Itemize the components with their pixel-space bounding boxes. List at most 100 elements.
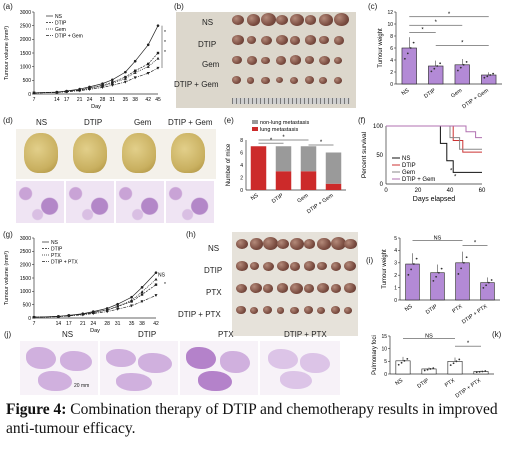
data-point: [133, 76, 137, 80]
x-tick-label: 42: [153, 321, 159, 327]
data-point: [56, 315, 60, 319]
survival-curve: [386, 125, 482, 150]
survival-curve: [386, 125, 482, 153]
tumour-specimen: [236, 239, 248, 250]
tumour-specimen: [290, 13, 305, 27]
tumour-specimen: [246, 77, 255, 84]
x-tick-label: 21: [77, 97, 83, 103]
y-tick-label: 1500: [20, 276, 31, 282]
x-tick-label: DTIP + PTX: [461, 304, 489, 326]
data-point: [130, 295, 133, 299]
y-tick-label: 500: [23, 78, 32, 84]
data-point: [133, 69, 137, 72]
histology-row: [16, 181, 216, 223]
x-tick-label: 35: [129, 321, 135, 327]
y-tick-label: 2: [240, 175, 243, 181]
tumour-specimen: [236, 283, 247, 293]
bar-lung-metastasis: [325, 183, 342, 190]
tumour-specimen: [319, 55, 330, 65]
panel-c: (c) 0 2 4 6 8 10 12 Tumour weight NS DTIP Gem DTIP …: [360, 0, 509, 112]
data-point: [123, 80, 127, 84]
x-tick-label: 7: [33, 97, 36, 103]
data-point: [133, 71, 137, 74]
y-tick-label: 0: [28, 316, 31, 322]
data-point: [457, 273, 460, 275]
bar: [430, 272, 445, 301]
panel-j: (j) NS DTIP PTX DTIP + PTX 20 mm: [0, 330, 350, 396]
panel-g-label: (g): [3, 230, 13, 239]
y-tick-label: 6: [390, 46, 393, 52]
legend-label: DTIP + Gem: [55, 33, 83, 39]
data-point: [32, 91, 36, 95]
tumour-specimen: [290, 55, 302, 65]
tumour-specimen: [275, 14, 289, 26]
legend-label: NS: [55, 14, 63, 20]
y-tick-label: 0: [390, 82, 393, 88]
panel-f: (f) 0 50 100 0 20 40 60 Days elapsed Percent sur…: [356, 114, 509, 226]
data-point: [462, 261, 465, 264]
data-point: [415, 257, 418, 260]
series-line: [33, 279, 157, 318]
data-point: [146, 72, 150, 75]
x-tick-label: 38: [132, 97, 138, 103]
data-point: [146, 43, 150, 47]
tumour-specimen: [304, 35, 317, 46]
x-tick-label: 31: [115, 321, 121, 327]
data-point: [426, 368, 429, 371]
x-tick-label: NS: [394, 378, 404, 387]
panel-g-chart: 0 500 1000 1500 2000 2500 3000 7 14 17 21 24 28 31 35 3…: [4, 236, 166, 334]
tumour-specimen: [317, 282, 330, 294]
significance-mark: *: [467, 341, 470, 347]
b-group-label: DTIP + Gem: [174, 80, 219, 89]
y-tick-label: 0: [394, 298, 397, 304]
data-point: [456, 69, 459, 72]
data-point: [130, 304, 134, 308]
caption-text: Combination therapy of DTIP and chemothe…: [6, 401, 498, 437]
data-point: [482, 286, 485, 289]
data-point: [462, 63, 465, 66]
he-section: [260, 341, 340, 395]
data-point: [154, 277, 158, 281]
y-tick-label: 6: [240, 150, 243, 156]
data-point: [101, 86, 105, 90]
legend-label: Gem: [402, 170, 415, 176]
he-section: [180, 341, 258, 395]
data-point: [439, 62, 442, 65]
x-tick-label: DTIP + Gem: [306, 192, 335, 215]
tumour-specimen: [330, 261, 342, 271]
data-point: [140, 290, 144, 294]
j-group-label: PTX: [218, 330, 234, 339]
data-point: [67, 314, 71, 318]
x-tick-label: 17: [64, 97, 70, 103]
data-point: [452, 362, 455, 365]
h-group-label: NS: [208, 244, 220, 253]
y-tick-label: 2500: [20, 23, 31, 29]
panel-i: (i) 0 1 2 3 4 5 Tumour weight NS DTIP PTX DTIP + P…: [362, 228, 509, 338]
x-tick-label: PTX: [444, 378, 456, 389]
tumour-specimen: [333, 13, 349, 27]
histology-image: [66, 181, 114, 223]
tumour-specimen: [275, 34, 288, 46]
y-tick-label: 500: [23, 302, 32, 308]
panel-b-label: (b): [174, 2, 184, 11]
bar: [480, 282, 495, 301]
tumour-specimen: [246, 36, 257, 45]
lung-image: [171, 133, 205, 173]
tumour-specimen: [304, 76, 314, 85]
x-tick-label: NS: [401, 88, 411, 97]
x-tick-label: 42: [145, 97, 151, 103]
significance-mark: NS: [425, 334, 433, 340]
x-tick-label: DTIP: [416, 378, 430, 390]
data-point: [124, 75, 127, 79]
legend-label: DTIP: [51, 246, 63, 252]
y-tick-label: 1000: [20, 289, 31, 295]
bar-non-lung-metastasis: [275, 146, 292, 172]
panel-a-chart: 0 500 1000 1500 2000 2500 3000 7 14 17 21 24 28 31 35 3…: [4, 10, 166, 110]
data-point: [133, 59, 137, 63]
data-point: [409, 47, 412, 49]
tumour-specimen: [261, 13, 277, 27]
b-group-label: Gem: [202, 60, 220, 69]
tumour-specimen: [236, 261, 248, 272]
